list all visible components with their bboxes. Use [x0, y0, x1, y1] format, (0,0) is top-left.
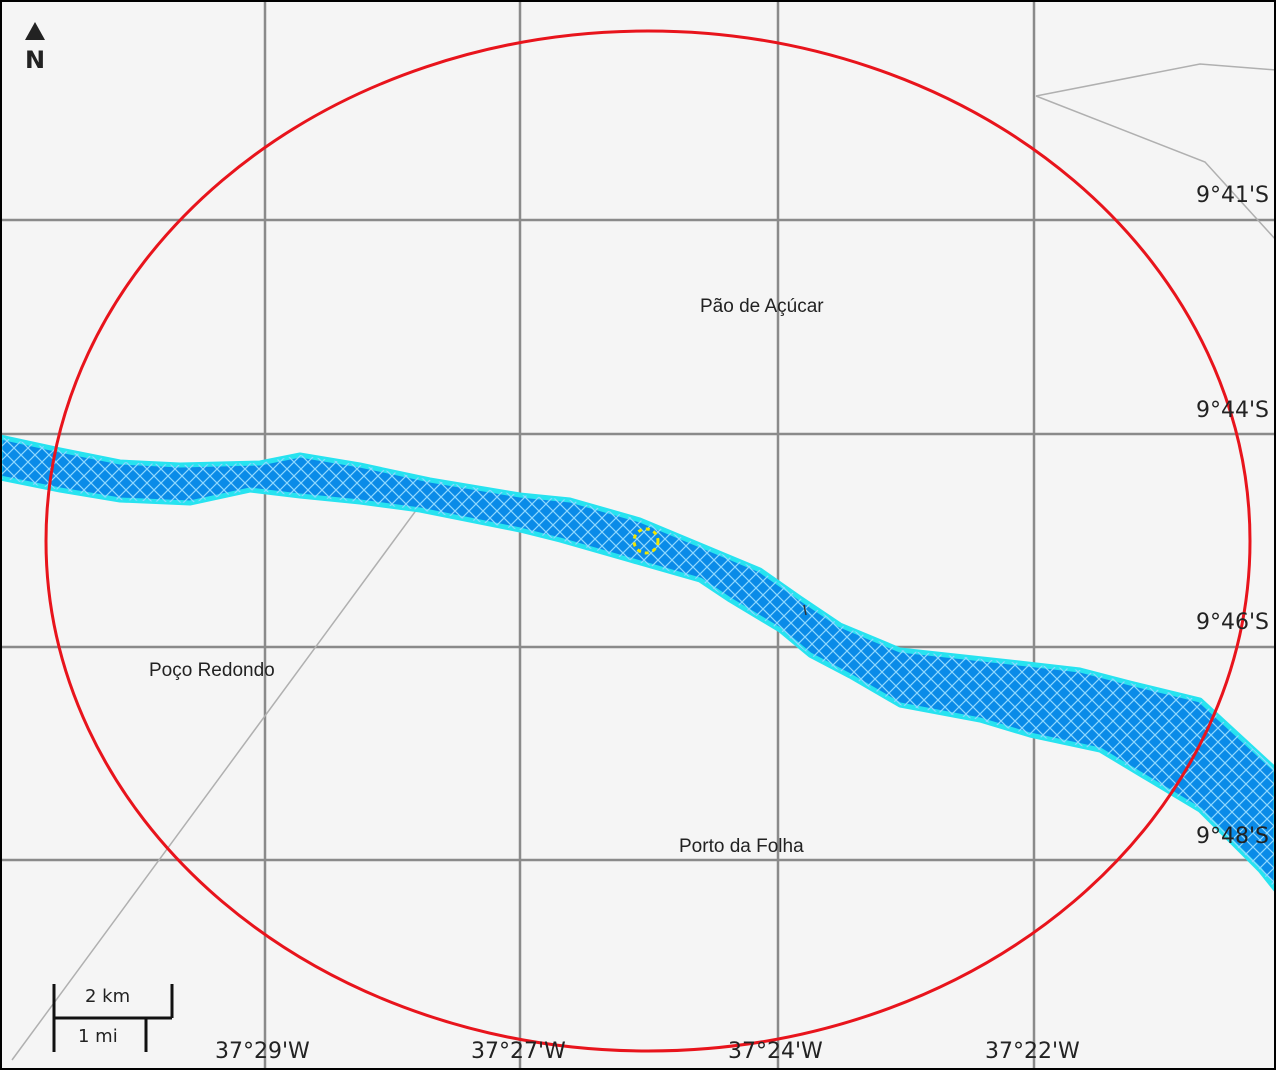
latitude-label: 9°46'S: [1196, 610, 1270, 635]
small-feature-marker: [803, 604, 807, 616]
latitude-label: 9°41'S: [1196, 183, 1270, 208]
river-hatch: [0, 437, 1276, 890]
longitude-label: 37°29'W: [215, 1039, 310, 1064]
latitude-label: 9°48'S: [1196, 824, 1270, 849]
road-lines: [11, 63, 1276, 1061]
longitude-label: 37°22'W: [985, 1039, 1080, 1064]
place-label-porto-da-folha: Porto da Folha: [679, 836, 804, 857]
road-line: [1035, 63, 1276, 97]
scale-km-label: 2 km: [85, 986, 131, 1007]
site-marker-icon[interactable]: [632, 527, 660, 555]
scale-bar: [52, 984, 174, 1052]
river: [0, 434, 1276, 893]
road-line: [11, 504, 421, 1061]
road-line: [1035, 95, 1276, 241]
longitude-label: 37°27'W: [471, 1039, 566, 1064]
buffer-circle: [44, 29, 1252, 1053]
scale-mi-label: 1 mi: [78, 1026, 118, 1047]
place-label-pao-de-acucar: Pão de Açúcar: [700, 296, 824, 317]
north-label: N: [24, 46, 46, 74]
latitude-label: 9°44'S: [1196, 398, 1270, 423]
north-arrow-icon: N: [18, 20, 52, 74]
longitude-label: 37°24'W: [728, 1039, 823, 1064]
place-label-poco-redondo: Poço Redondo: [149, 660, 275, 681]
